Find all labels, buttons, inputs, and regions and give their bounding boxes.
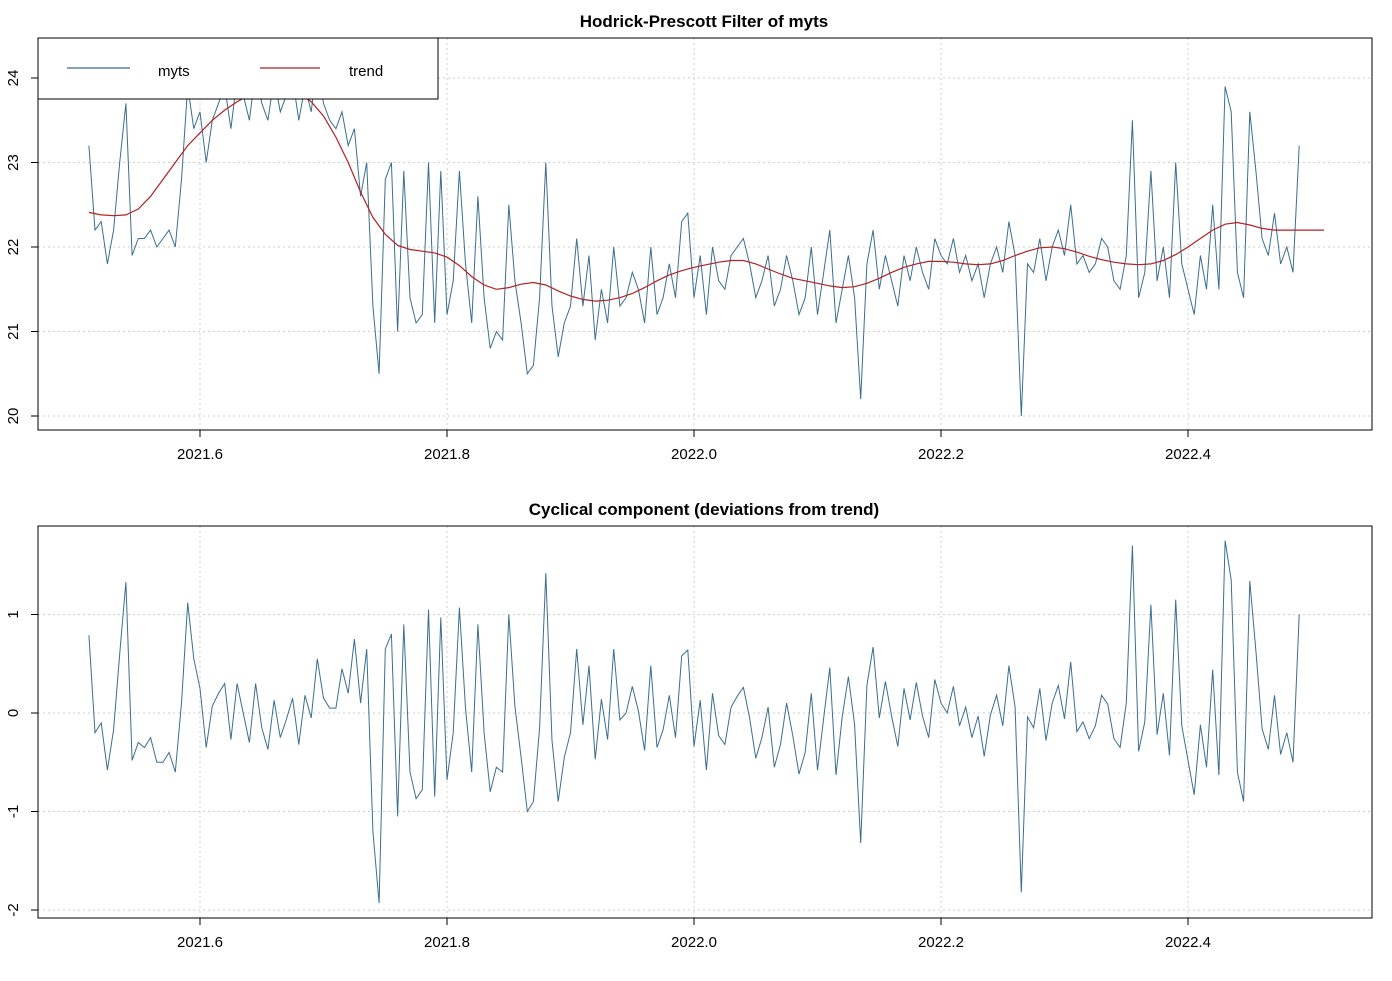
- x-tick-label: 2022.4: [1165, 446, 1211, 463]
- plot-frame: [37, 525, 1373, 919]
- legend-label-myts: myts: [158, 63, 190, 80]
- series-line-cycle: [88, 540, 1300, 904]
- x-tick-label: 2021.6: [177, 934, 223, 951]
- y-tick-label: -1: [5, 805, 22, 818]
- grid-lines: [38, 526, 1372, 918]
- axes: 2021.6 2021.8 2022.0 2022.2 2022.4 20 21 22 23 24: [5, 37, 1373, 463]
- y-tick-label: 22: [5, 239, 22, 256]
- x-tick-label: 2022.2: [918, 934, 964, 951]
- x-tick-label: 2022.0: [671, 934, 717, 951]
- x-tick-label: 2021.8: [424, 934, 470, 951]
- chart-title: Hodrick-Prescott Filter of myts: [580, 12, 828, 31]
- y-tick-label: 1: [5, 610, 22, 618]
- series-line-trend: [88, 88, 1324, 302]
- series-layer: [88, 61, 1324, 417]
- axes: 2021.6 2021.8 2022.0 2022.2 2022.4 -2 -1 0 1: [5, 525, 1373, 951]
- x-tick-label: 2022.4: [1165, 934, 1211, 951]
- cyclical-panel: Cyclical component (deviations from tren…: [5, 500, 1373, 951]
- y-tick-label: -2: [5, 903, 22, 916]
- y-tick-label: 0: [5, 709, 22, 717]
- x-tick-label: 2021.8: [424, 446, 470, 463]
- y-tick-label: 24: [5, 70, 22, 87]
- legend-label-trend: trend: [349, 63, 383, 80]
- legend: myts trend: [37, 37, 439, 100]
- y-tick-label: 20: [5, 408, 22, 425]
- x-tick-label: 2022.0: [671, 446, 717, 463]
- chart-title: Cyclical component (deviations from tren…: [529, 500, 879, 519]
- x-tick-label: 2022.2: [918, 446, 964, 463]
- y-tick-label: 21: [5, 323, 22, 340]
- hp-filter-panel: Hodrick-Prescott Filter of myts 2021.6 20…: [5, 12, 1373, 463]
- series-layer: [88, 540, 1300, 904]
- x-tick-label: 2021.6: [177, 446, 223, 463]
- y-tick-label: 23: [5, 154, 22, 171]
- grid-lines: [38, 38, 1372, 430]
